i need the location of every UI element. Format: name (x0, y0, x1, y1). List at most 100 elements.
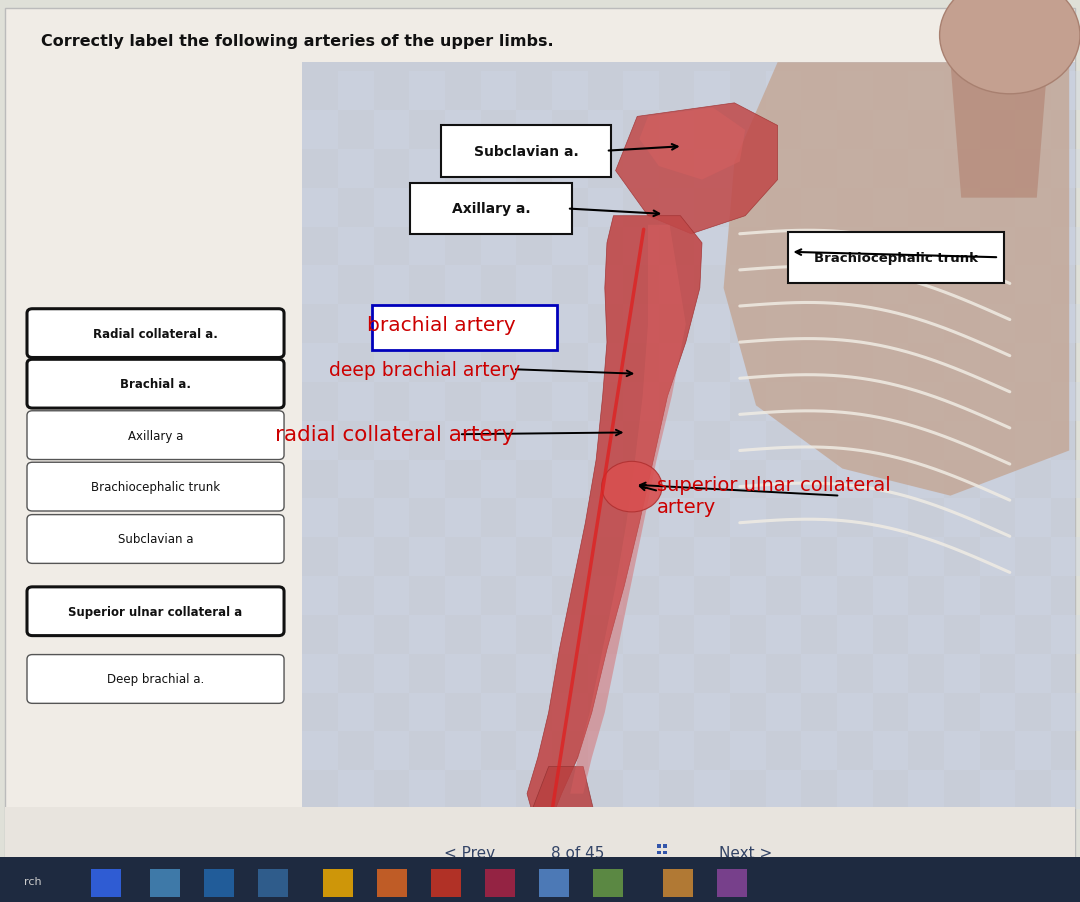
FancyBboxPatch shape (588, 421, 623, 460)
FancyBboxPatch shape (1051, 72, 1080, 111)
FancyBboxPatch shape (372, 306, 557, 351)
Circle shape (940, 0, 1080, 95)
FancyBboxPatch shape (801, 421, 837, 460)
FancyBboxPatch shape (657, 851, 661, 854)
FancyBboxPatch shape (980, 72, 1015, 111)
FancyBboxPatch shape (694, 382, 730, 421)
FancyBboxPatch shape (944, 499, 980, 538)
FancyBboxPatch shape (1051, 150, 1080, 189)
FancyBboxPatch shape (516, 421, 552, 460)
FancyBboxPatch shape (27, 515, 284, 564)
Text: Subclavian a: Subclavian a (118, 533, 193, 546)
FancyBboxPatch shape (837, 150, 873, 189)
FancyBboxPatch shape (552, 538, 588, 576)
FancyBboxPatch shape (1051, 460, 1080, 499)
FancyBboxPatch shape (552, 227, 588, 266)
FancyBboxPatch shape (837, 770, 873, 809)
FancyBboxPatch shape (552, 460, 588, 499)
FancyBboxPatch shape (659, 654, 694, 693)
FancyBboxPatch shape (766, 693, 801, 732)
FancyBboxPatch shape (258, 869, 288, 897)
FancyBboxPatch shape (766, 150, 801, 189)
FancyBboxPatch shape (409, 460, 445, 499)
FancyBboxPatch shape (623, 770, 659, 809)
FancyBboxPatch shape (588, 576, 623, 615)
FancyBboxPatch shape (552, 615, 588, 654)
FancyBboxPatch shape (980, 615, 1015, 654)
FancyBboxPatch shape (338, 305, 374, 344)
FancyBboxPatch shape (659, 266, 694, 305)
FancyBboxPatch shape (445, 499, 481, 538)
Polygon shape (521, 821, 605, 859)
FancyBboxPatch shape (663, 851, 667, 854)
FancyBboxPatch shape (1051, 615, 1080, 654)
FancyBboxPatch shape (908, 538, 944, 576)
FancyBboxPatch shape (445, 111, 481, 150)
Text: rch: rch (24, 876, 41, 887)
FancyBboxPatch shape (801, 344, 837, 382)
Polygon shape (950, 63, 1048, 198)
FancyBboxPatch shape (717, 869, 747, 897)
FancyBboxPatch shape (1015, 576, 1051, 615)
FancyBboxPatch shape (431, 869, 461, 897)
FancyBboxPatch shape (873, 111, 908, 150)
Text: Axillary a: Axillary a (127, 429, 184, 442)
FancyBboxPatch shape (516, 189, 552, 227)
FancyBboxPatch shape (302, 654, 338, 693)
Text: superior ulnar collateral
artery: superior ulnar collateral artery (657, 475, 890, 517)
FancyBboxPatch shape (409, 770, 445, 809)
FancyBboxPatch shape (944, 421, 980, 460)
FancyBboxPatch shape (873, 344, 908, 382)
FancyBboxPatch shape (801, 189, 837, 227)
FancyBboxPatch shape (552, 72, 588, 111)
Text: Brachiocephalic trunk: Brachiocephalic trunk (814, 252, 978, 264)
FancyBboxPatch shape (302, 732, 338, 770)
FancyBboxPatch shape (944, 111, 980, 150)
FancyBboxPatch shape (445, 189, 481, 227)
FancyBboxPatch shape (5, 807, 1075, 861)
FancyBboxPatch shape (694, 150, 730, 189)
FancyBboxPatch shape (659, 421, 694, 460)
FancyBboxPatch shape (481, 227, 516, 266)
FancyBboxPatch shape (730, 266, 766, 305)
FancyBboxPatch shape (980, 538, 1015, 576)
FancyBboxPatch shape (481, 305, 516, 344)
FancyBboxPatch shape (1051, 538, 1080, 576)
FancyBboxPatch shape (873, 266, 908, 305)
FancyBboxPatch shape (788, 233, 1004, 283)
FancyBboxPatch shape (908, 227, 944, 266)
FancyBboxPatch shape (663, 869, 693, 897)
FancyBboxPatch shape (980, 305, 1015, 344)
FancyBboxPatch shape (659, 732, 694, 770)
FancyBboxPatch shape (481, 460, 516, 499)
FancyBboxPatch shape (694, 72, 730, 111)
FancyBboxPatch shape (588, 111, 623, 150)
FancyBboxPatch shape (5, 9, 1075, 861)
FancyBboxPatch shape (944, 809, 980, 848)
FancyBboxPatch shape (445, 266, 481, 305)
FancyBboxPatch shape (766, 72, 801, 111)
FancyBboxPatch shape (1015, 809, 1051, 848)
FancyBboxPatch shape (374, 111, 409, 150)
FancyBboxPatch shape (908, 770, 944, 809)
FancyBboxPatch shape (908, 305, 944, 344)
FancyBboxPatch shape (623, 460, 659, 499)
FancyBboxPatch shape (481, 72, 516, 111)
FancyBboxPatch shape (516, 266, 552, 305)
FancyBboxPatch shape (1051, 305, 1080, 344)
FancyBboxPatch shape (338, 72, 374, 111)
FancyBboxPatch shape (908, 150, 944, 189)
FancyBboxPatch shape (516, 499, 552, 538)
Polygon shape (639, 108, 745, 180)
FancyBboxPatch shape (302, 499, 338, 538)
FancyBboxPatch shape (588, 344, 623, 382)
FancyBboxPatch shape (1051, 770, 1080, 809)
FancyBboxPatch shape (374, 266, 409, 305)
FancyBboxPatch shape (944, 732, 980, 770)
FancyBboxPatch shape (873, 499, 908, 538)
FancyBboxPatch shape (374, 654, 409, 693)
Text: Next >: Next > (718, 845, 772, 860)
FancyBboxPatch shape (908, 460, 944, 499)
FancyBboxPatch shape (730, 189, 766, 227)
FancyBboxPatch shape (837, 693, 873, 732)
